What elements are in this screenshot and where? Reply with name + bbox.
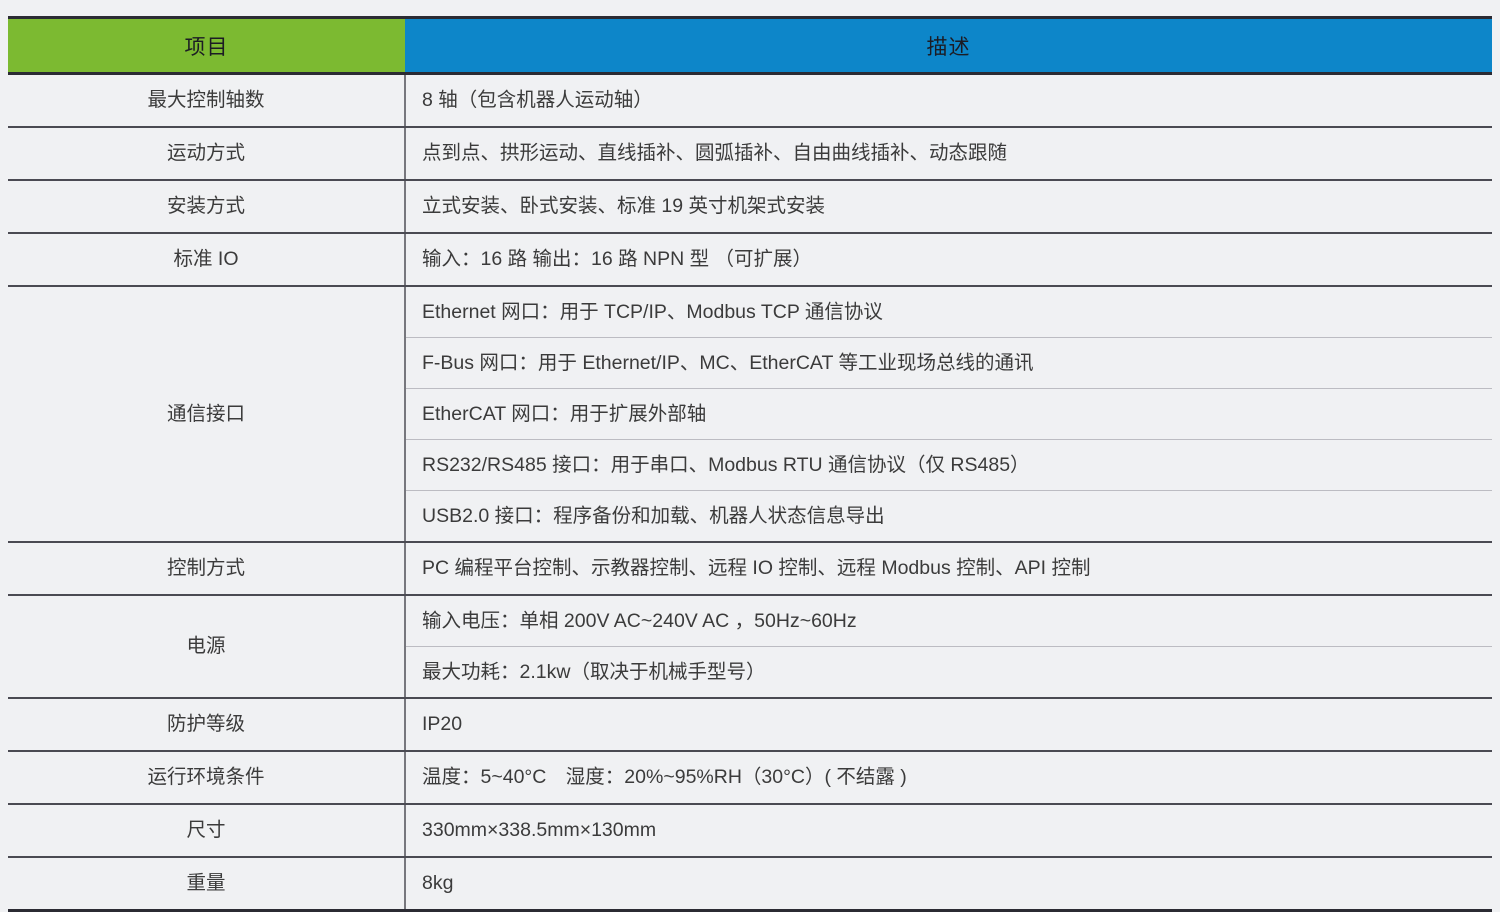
description-text: Ethernet 网口：用于 TCP/IP、Modbus TCP 通信协议: [422, 300, 883, 323]
row-description: PC 编程平台控制、示教器控制、远程 IO 控制、远程 Modbus 控制、AP…: [405, 542, 1492, 596]
description-text: F-Bus 网口：用于 Ethernet/IP、MC、EtherCAT 等工业现…: [422, 351, 1034, 374]
row-description: 输入电压：单相 200V AC~240V AC ，50Hz~60Hz: [405, 595, 1492, 647]
header-cell-description: 描述: [405, 16, 1492, 75]
description-text: 8kg: [422, 872, 454, 895]
description-text: 点到点、拱形运动、直线插补、圆弧插补、自由曲线插补、动态跟随: [422, 142, 1008, 165]
item-text: 电源: [186, 635, 226, 658]
row-item-label: 最大控制轴数: [8, 73, 406, 128]
specification-table: 项目 描述 最大控制轴数 8 轴（包含机器人运动轴） 运动方式 点到点、拱形运动、直线…: [8, 16, 1492, 912]
description-text: 330mm×338.5mm×130mm: [422, 819, 657, 842]
table-row: 重量 8kg: [8, 857, 1492, 912]
table-row: 标准 IO 输入：16 路 输出：16 路 NPN 型 （可扩展）: [8, 233, 1492, 287]
description-text: 温度：5~40°C 湿度：20%~95%RH（30°C）( 不结露 ): [422, 766, 907, 789]
header-description-label: 描述: [926, 35, 971, 59]
row-description: 输入：16 路 输出：16 路 NPN 型 （可扩展）: [405, 233, 1492, 287]
description-text: 输入电压：单相 200V AC~240V AC ，50Hz~60Hz: [422, 609, 857, 632]
item-text: 通信接口: [166, 402, 245, 425]
row-item-label: 电源: [8, 595, 406, 699]
row-item-label: 标准 IO: [8, 233, 406, 287]
row-item-label: 控制方式: [8, 542, 406, 596]
description-text: 8 轴（包含机器人运动轴）: [422, 89, 653, 112]
item-text: 标准 IO: [173, 248, 239, 271]
header-cell-item: 项目: [8, 16, 405, 75]
item-text: 运动方式: [166, 142, 245, 165]
item-text: 安装方式: [166, 195, 245, 218]
table-row: 最大控制轴数 8 轴（包含机器人运动轴）: [8, 73, 1492, 128]
header-item-label: 项目: [184, 35, 229, 59]
row-description: 8kg: [405, 857, 1492, 912]
item-text: 防护等级: [166, 713, 245, 736]
table-row: 电源 输入电压：单相 200V AC~240V AC ，50Hz~60Hz: [8, 595, 1492, 699]
row-description: RS232/RS485 接口：用于串口、Modbus RTU 通信协议（仅 RS…: [405, 439, 1492, 491]
row-description: EtherCAT 网口：用于扩展外部轴: [405, 388, 1492, 440]
row-description: 8 轴（包含机器人运动轴）: [405, 73, 1492, 128]
table-row: 尺寸 330mm×338.5mm×130mm: [8, 804, 1492, 858]
item-text: 最大控制轴数: [147, 89, 265, 112]
row-description: F-Bus 网口：用于 Ethernet/IP、MC、EtherCAT 等工业现…: [405, 337, 1492, 389]
table-row: RS232/RS485 接口：用于串口、Modbus RTU 通信协议（仅 RS…: [8, 439, 1492, 491]
description-text: 最大功耗：2.1kw（取决于机械手型号）: [422, 660, 766, 683]
table-body: 最大控制轴数 8 轴（包含机器人运动轴） 运动方式 点到点、拱形运动、直线插补、圆弧插…: [8, 73, 1492, 912]
row-description: 330mm×338.5mm×130mm: [405, 804, 1492, 858]
description-text: EtherCAT 网口：用于扩展外部轴: [422, 402, 707, 425]
row-description: Ethernet 网口：用于 TCP/IP、Modbus TCP 通信协议: [405, 286, 1492, 338]
row-item-label: 安装方式: [8, 180, 406, 234]
table-header: 项目 描述: [8, 16, 1492, 75]
row-description: 点到点、拱形运动、直线插补、圆弧插补、自由曲线插补、动态跟随: [405, 127, 1492, 181]
item-text: 控制方式: [166, 557, 245, 580]
row-description: 最大功耗：2.1kw（取决于机械手型号）: [405, 646, 1492, 699]
row-item-label: 防护等级: [8, 698, 406, 752]
item-text: 重量: [186, 872, 226, 895]
row-item-label: 运行环境条件: [8, 751, 406, 805]
item-text: 尺寸: [186, 819, 226, 842]
row-description: 温度：5~40°C 湿度：20%~95%RH（30°C）( 不结露 ): [405, 751, 1492, 805]
row-item-label: 运动方式: [8, 127, 406, 181]
table-row: 最大功耗：2.1kw（取决于机械手型号）: [8, 646, 1492, 699]
row-description: USB2.0 接口：程序备份和加载、机器人状态信息导出: [405, 490, 1492, 543]
description-text: 输入：16 路 输出：16 路 NPN 型 （可扩展）: [422, 248, 813, 271]
table-row: USB2.0 接口：程序备份和加载、机器人状态信息导出: [8, 490, 1492, 543]
table-row: 防护等级 IP20: [8, 698, 1492, 752]
table-row: 运动方式 点到点、拱形运动、直线插补、圆弧插补、自由曲线插补、动态跟随: [8, 127, 1492, 181]
row-item-label: 尺寸: [8, 804, 406, 858]
row-description: 立式安装、卧式安装、标准 19 英寸机架式安装: [405, 180, 1492, 234]
row-item-label: 重量: [8, 857, 406, 912]
row-description: IP20: [405, 698, 1492, 752]
description-text: 立式安装、卧式安装、标准 19 英寸机架式安装: [422, 195, 826, 218]
table-row: 安装方式 立式安装、卧式安装、标准 19 英寸机架式安装: [8, 180, 1492, 234]
table-row: F-Bus 网口：用于 Ethernet/IP、MC、EtherCAT 等工业现…: [8, 337, 1492, 389]
description-text: IP20: [422, 713, 463, 736]
description-text: RS232/RS485 接口：用于串口、Modbus RTU 通信协议（仅 RS…: [422, 453, 1030, 476]
header-row: 项目 描述: [8, 16, 1492, 75]
description-text: PC 编程平台控制、示教器控制、远程 IO 控制、远程 Modbus 控制、AP…: [422, 557, 1091, 580]
description-text: USB2.0 接口：程序备份和加载、机器人状态信息导出: [422, 504, 885, 527]
item-text: 运行环境条件: [147, 766, 265, 789]
table-row: 运行环境条件 温度：5~40°C 湿度：20%~95%RH（30°C）( 不结露 …: [8, 751, 1492, 805]
table-row: 通信接口 Ethernet 网口：用于 TCP/IP、Modbus TCP 通信协…: [8, 286, 1492, 543]
row-item-label: 通信接口: [8, 286, 406, 543]
table-row: EtherCAT 网口：用于扩展外部轴: [8, 388, 1492, 440]
table-row: 控制方式 PC 编程平台控制、示教器控制、远程 IO 控制、远程 Modbus 控…: [8, 542, 1492, 596]
